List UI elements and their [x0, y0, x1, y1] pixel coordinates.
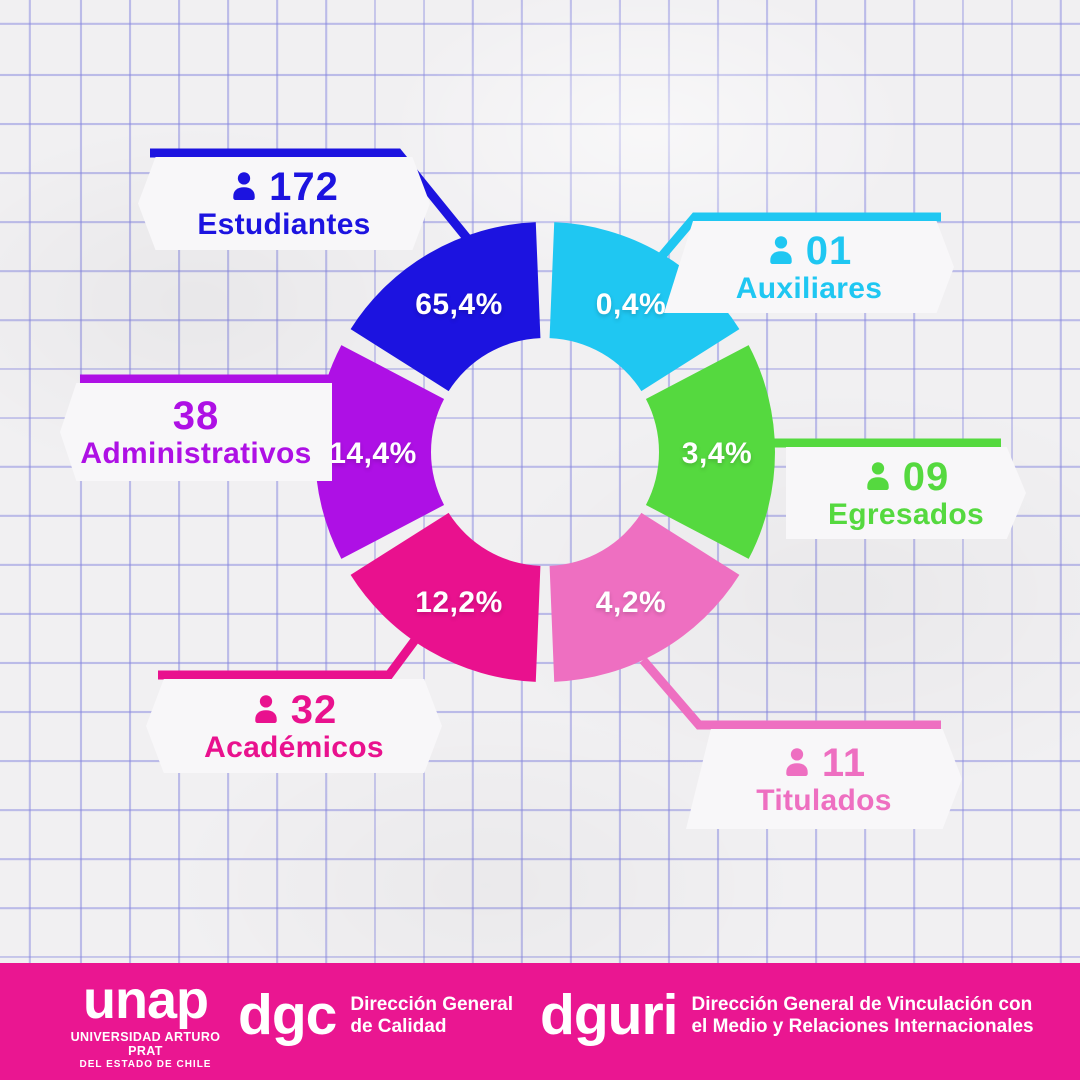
category-label: Administrativos — [80, 436, 312, 470]
unap-logo: unap UNIVERSIDAD ARTURO PRAT DEL ESTADO … — [58, 973, 233, 1070]
category-label: Académicos — [204, 730, 384, 764]
count-value: 11 — [821, 740, 867, 785]
person-icon — [867, 461, 889, 490]
count-row: 38 — [173, 396, 220, 436]
unap-line2: DEL ESTADO DE CHILE — [79, 1059, 212, 1070]
count-row: 32 — [251, 690, 338, 730]
label-card-administrativos: 38 Administrativos — [60, 383, 332, 481]
segment-percentage-auxiliares: 0,4% — [596, 288, 666, 321]
category-label: Titulados — [756, 783, 892, 817]
dgc-logo: dgc Dirección General de Calidad — [238, 987, 513, 1044]
count-value: 01 — [805, 228, 853, 273]
segment-percentage-estudiantes: 65,4% — [415, 288, 503, 321]
label-card-estudiantes: 172 Estudiantes — [138, 157, 430, 250]
segment-percentage-egresados: 3,4% — [682, 437, 752, 470]
label-card-academicos: 32 Académicos — [146, 679, 442, 773]
dguri-line2: el Medio y Relaciones Internacionales — [691, 1015, 1034, 1037]
count-row: 01 — [766, 231, 853, 271]
connector-estudiantes — [150, 148, 475, 246]
label-card-auxiliares: 01 Auxiliares — [664, 221, 954, 313]
donut-segment-estudiantes — [350, 222, 541, 392]
donut-segment-academicos — [350, 512, 541, 682]
dgc-line2: de Calidad — [350, 1015, 447, 1037]
person-icon — [233, 172, 255, 201]
segment-percentage-academicos: 12,2% — [415, 586, 503, 619]
donut-segment-titulados — [549, 512, 740, 682]
unap-line1: UNIVERSIDAD ARTURO PRAT — [70, 1030, 221, 1058]
segment-percentage-titulados: 4,2% — [596, 586, 666, 619]
category-label: Auxiliares — [735, 271, 883, 305]
connector-titulados — [639, 657, 941, 730]
dguri-wordmark: dguri — [540, 983, 678, 1047]
count-value: 172 — [269, 165, 339, 209]
dguri-logo: dguri Dirección General de Vinculación c… — [540, 987, 1034, 1044]
count-row: 172 — [229, 167, 339, 207]
count-row: 09 — [863, 457, 950, 497]
person-icon — [786, 747, 808, 776]
dgc-department-name: Dirección General de Calidad — [350, 994, 513, 1037]
dguri-department-name: Dirección General de Vinculación con el … — [691, 994, 1033, 1037]
connector-auxiliares — [652, 212, 941, 266]
donut-segments: 0,4% 3,4% 4,2% 12,2% 14,4% 65,4% — [314, 222, 776, 682]
category-label: Estudiantes — [197, 208, 371, 241]
donut-segment-administrativos — [314, 345, 445, 559]
connector-academicos — [158, 637, 419, 680]
label-card-egresados: 09 Egresados — [786, 447, 1026, 539]
footer-brand-bar: unap UNIVERSIDAD ARTURO PRAT DEL ESTADO … — [0, 963, 1080, 1080]
donut-segment-auxiliares — [549, 222, 740, 392]
person-icon — [255, 694, 277, 723]
category-label: Egresados — [827, 497, 985, 531]
dgc-line1: Dirección General — [350, 994, 513, 1016]
count-value: 09 — [902, 454, 950, 499]
donut-segment-egresados — [645, 345, 776, 559]
count-value: 32 — [290, 687, 338, 732]
dguri-line1: Dirección General de Vinculación con — [691, 994, 1033, 1016]
dgc-wordmark: dgc — [238, 983, 337, 1047]
segment-percentage-administrativos: 14,4% — [329, 437, 417, 470]
unap-wordmark: unap — [83, 970, 209, 1030]
count-row: 11 — [782, 743, 866, 783]
person-icon — [770, 235, 792, 264]
count-value: 38 — [172, 393, 220, 438]
label-card-titulados: 11 Titulados — [686, 729, 962, 829]
